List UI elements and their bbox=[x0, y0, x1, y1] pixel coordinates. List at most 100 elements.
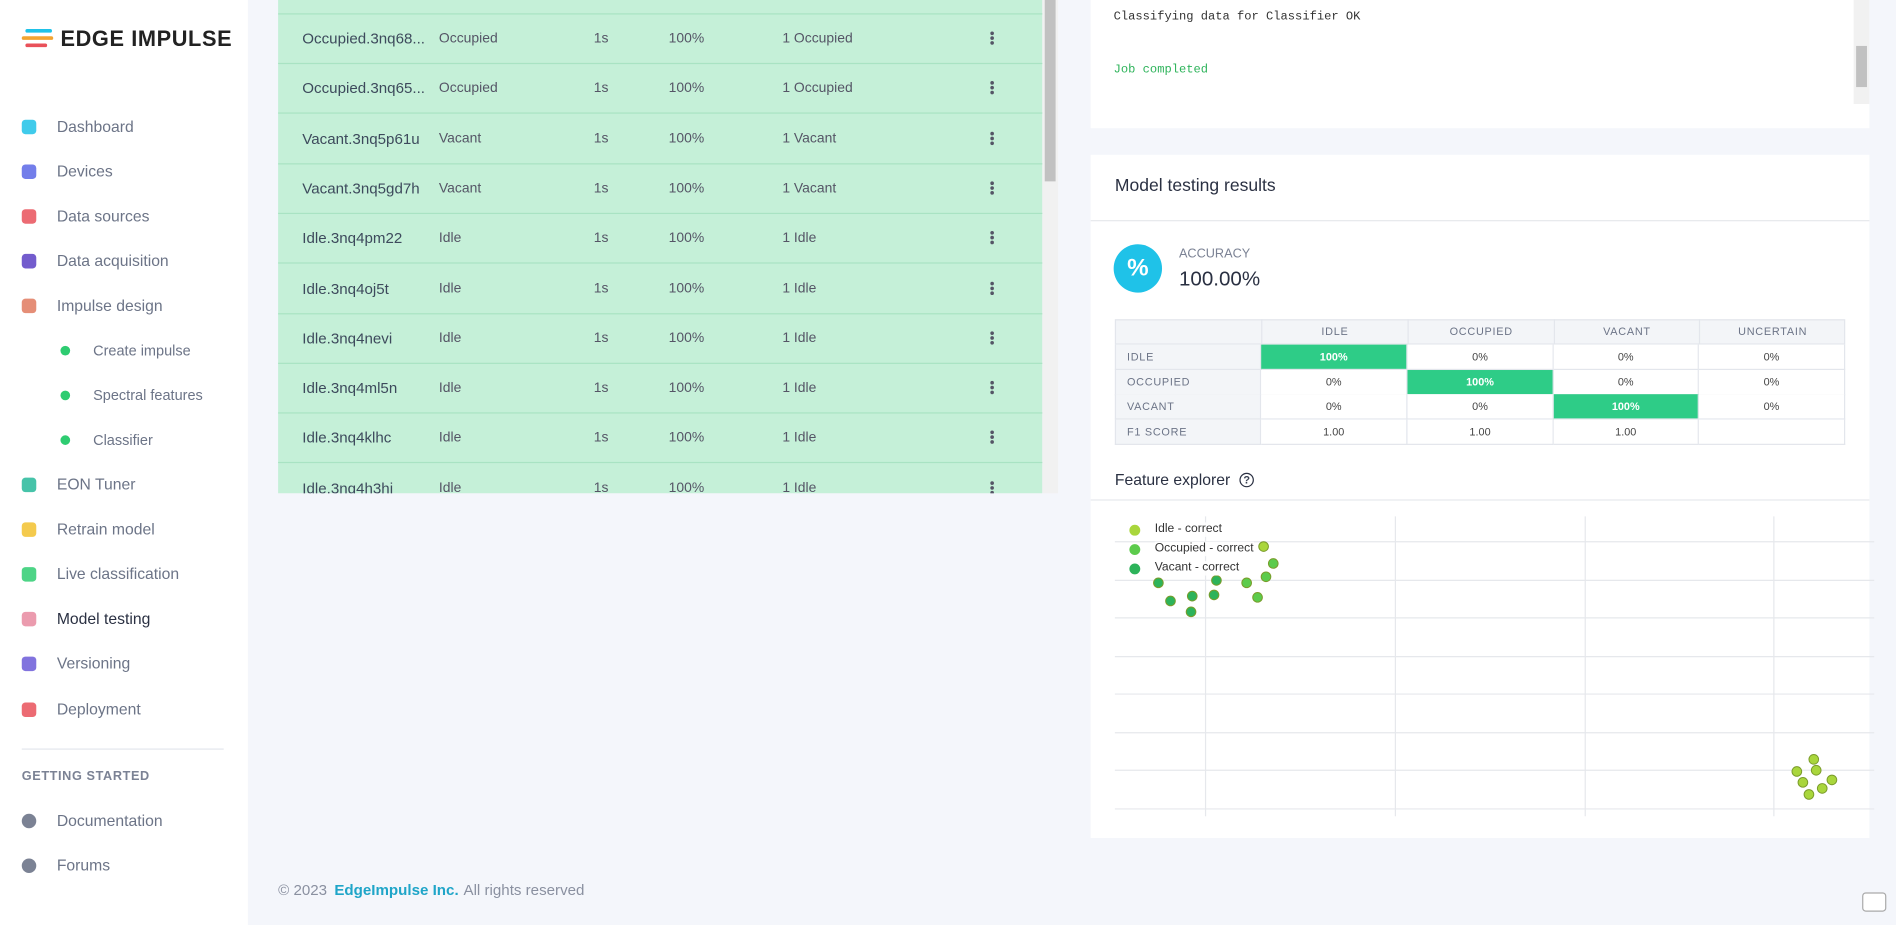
row-menu[interactable] bbox=[990, 331, 995, 346]
help-icon[interactable]: ? bbox=[1239, 472, 1254, 488]
legend-dot bbox=[1129, 544, 1141, 556]
sidebar bbox=[0, 0, 248, 925]
matrix-cell: 100% bbox=[1553, 394, 1699, 420]
divider bbox=[21, 748, 224, 750]
feedback-button[interactable] bbox=[1862, 892, 1887, 912]
dot bbox=[990, 240, 994, 245]
dot bbox=[990, 186, 994, 190]
matrix-cell: 0% bbox=[1407, 344, 1554, 371]
nav-icon bbox=[60, 345, 71, 356]
cell: 100% bbox=[668, 181, 705, 196]
matrix-cell: 0% bbox=[1553, 370, 1699, 396]
nav-item[interactable]: Spectral features bbox=[93, 386, 203, 404]
cell: Occupied bbox=[438, 81, 498, 96]
matrix-col: OCCUPIED bbox=[1407, 319, 1553, 345]
nav-item[interactable]: Classifier bbox=[93, 431, 153, 449]
row-line bbox=[278, 412, 1043, 414]
nav-item[interactable]: Create impulse bbox=[93, 342, 191, 360]
matrix-row-label: VACANT bbox=[1114, 394, 1262, 420]
card-title: Model testing results bbox=[1114, 176, 1276, 196]
row-line bbox=[278, 162, 1043, 164]
nav-item[interactable]: Documentation bbox=[56, 811, 163, 830]
nav-item[interactable]: Forums bbox=[56, 856, 111, 875]
row-menu[interactable] bbox=[990, 81, 995, 96]
nav-icon bbox=[60, 390, 71, 401]
nav-item[interactable]: Retrain model bbox=[56, 519, 155, 539]
legend-label: Vacant - correct bbox=[1154, 561, 1240, 576]
matrix-cell: 1.00 bbox=[1407, 419, 1554, 445]
row-line bbox=[278, 13, 1043, 15]
cell: 1 Occupied bbox=[782, 81, 853, 96]
nav-item[interactable]: Impulse design bbox=[56, 296, 163, 315]
matrix-header bbox=[1114, 319, 1846, 345]
row-menu[interactable] bbox=[990, 381, 995, 396]
footer: © 2023 EdgeImpulse Inc. All rights reserve… bbox=[278, 881, 589, 898]
row-menu[interactable] bbox=[990, 131, 995, 146]
cell: 100% bbox=[668, 430, 705, 446]
scroll-thumb bbox=[1856, 45, 1867, 88]
footer-company[interactable]: EdgeImpulse Inc. bbox=[334, 881, 459, 899]
cell: 1 Idle bbox=[782, 331, 817, 346]
legend-dot bbox=[1129, 524, 1141, 536]
dot bbox=[990, 181, 994, 185]
dot bbox=[990, 385, 994, 390]
nav-item[interactable]: Versioning bbox=[56, 654, 131, 673]
matrix-cell: 1.00 bbox=[1553, 419, 1699, 445]
nav-icon bbox=[21, 209, 37, 224]
dot bbox=[990, 340, 994, 345]
dot bbox=[990, 231, 994, 235]
dot bbox=[990, 91, 994, 95]
matrix-row-label: F1 SCORE bbox=[1114, 419, 1262, 445]
cell: Idle.3nq4h3hi bbox=[302, 479, 394, 497]
row-menu[interactable] bbox=[990, 231, 995, 246]
dot bbox=[990, 430, 994, 435]
nav-icon bbox=[21, 656, 37, 672]
matrix-cell: 1.00 bbox=[1261, 419, 1408, 445]
legend-label: Idle - correct bbox=[1154, 522, 1222, 537]
cell: Idle bbox=[438, 381, 462, 396]
cell: 1s bbox=[593, 480, 609, 496]
nav-icon bbox=[21, 611, 37, 627]
nav-item[interactable]: Data acquisition bbox=[56, 251, 169, 270]
row-menu[interactable] bbox=[990, 281, 995, 296]
dot bbox=[990, 86, 994, 90]
nav-item[interactable]: Model testing bbox=[56, 609, 151, 628]
dot bbox=[990, 285, 994, 290]
row-menu[interactable] bbox=[990, 31, 995, 46]
nav-icon bbox=[21, 567, 37, 582]
nav-icon bbox=[21, 477, 37, 493]
samples-table bbox=[278, 0, 1043, 494]
legend-label: Occupied - correct bbox=[1154, 541, 1254, 557]
legend-dot bbox=[1129, 563, 1141, 575]
matrix-cell bbox=[1698, 419, 1846, 445]
row-menu[interactable] bbox=[990, 181, 995, 196]
logo-bar bbox=[21, 36, 54, 40]
nav-item[interactable]: Data sources bbox=[56, 206, 150, 225]
dot bbox=[990, 36, 994, 40]
dot bbox=[990, 480, 994, 485]
cell: 1s bbox=[593, 31, 609, 46]
link-icon bbox=[21, 858, 37, 874]
cell: 1s bbox=[593, 331, 609, 346]
dot bbox=[990, 236, 994, 240]
nav-icon bbox=[60, 435, 71, 445]
row-menu[interactable] bbox=[990, 480, 995, 496]
dot bbox=[990, 290, 994, 295]
cell: 100% bbox=[668, 381, 705, 396]
row-line bbox=[278, 112, 1043, 115]
nav-item[interactable]: Devices bbox=[56, 162, 113, 181]
cell: Occupied.3nq68... bbox=[302, 30, 425, 48]
nav-item[interactable]: Dashboard bbox=[56, 117, 134, 136]
nav-item[interactable]: Deployment bbox=[56, 700, 141, 719]
cell: 1 Idle bbox=[782, 281, 817, 296]
nav-item[interactable]: Live classification bbox=[56, 564, 180, 583]
cell: Idle bbox=[438, 480, 462, 496]
nav-item[interactable]: EON Tuner bbox=[56, 475, 136, 494]
dot bbox=[990, 381, 994, 385]
link-icon bbox=[21, 813, 37, 829]
row-menu[interactable] bbox=[990, 430, 995, 446]
matrix-cell: 0% bbox=[1261, 370, 1408, 396]
dot bbox=[990, 81, 994, 86]
dot bbox=[990, 335, 994, 340]
cell: Idle bbox=[438, 281, 462, 296]
